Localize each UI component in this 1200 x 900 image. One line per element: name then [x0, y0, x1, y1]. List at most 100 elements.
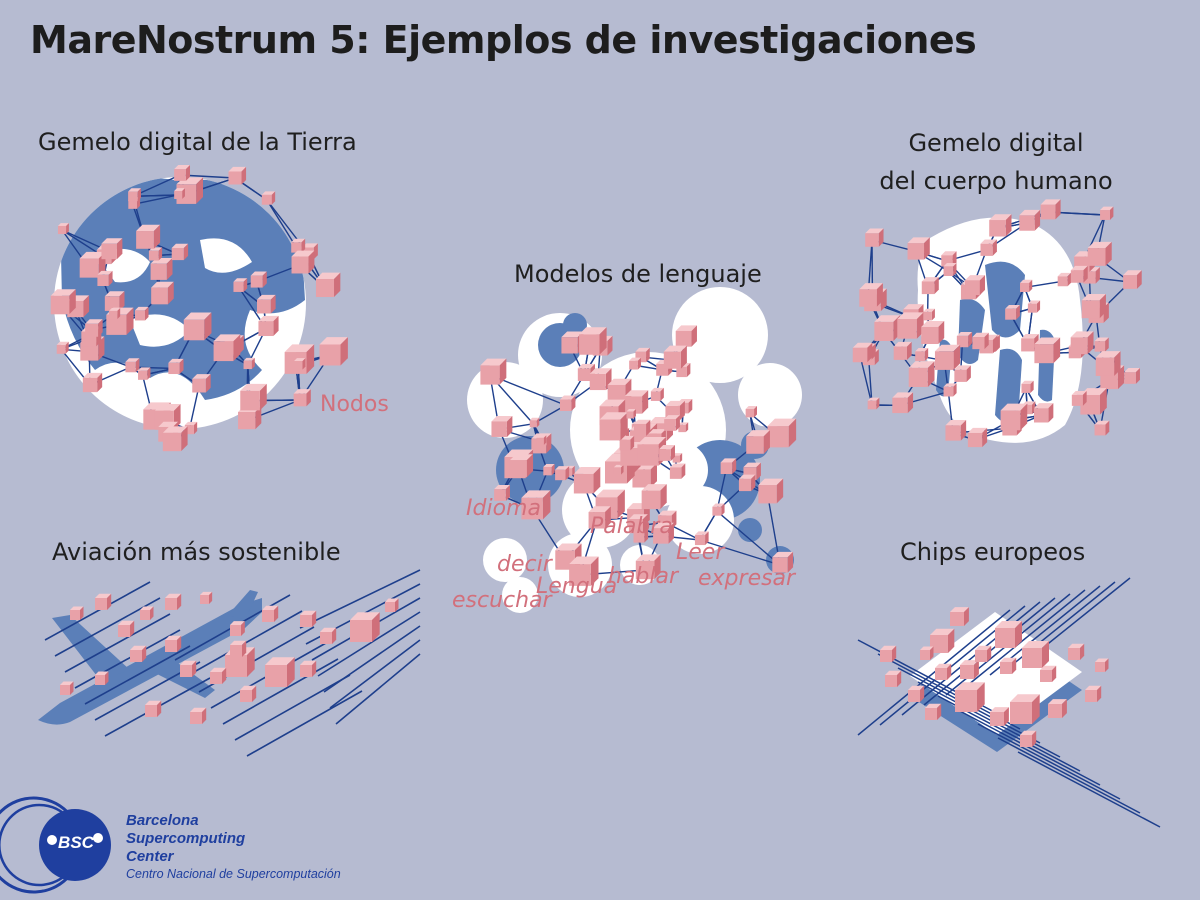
node-cube: [1123, 270, 1142, 289]
chips-label: Chips europeos: [900, 538, 1086, 566]
node-cube: [240, 383, 267, 411]
node-cube: [138, 367, 151, 380]
node-cube: [555, 466, 570, 481]
node-cube: [694, 531, 709, 546]
node-cube: [509, 454, 533, 478]
node-cube: [82, 372, 103, 393]
language-models-label: Modelos de lenguaje: [514, 260, 762, 288]
node-cube: [599, 412, 628, 441]
flow-line: [299, 569, 421, 629]
node-cube: [108, 307, 121, 320]
node-cube: [628, 514, 648, 534]
node-cube: [284, 344, 315, 374]
network-link: [859, 354, 873, 406]
node-cube: [125, 358, 140, 373]
cluster-blob: [483, 538, 527, 582]
node-cube: [746, 430, 770, 454]
aviation-label: Aviación más sostenible: [52, 538, 341, 566]
node-cube: [230, 621, 245, 636]
node-cube: [990, 707, 1009, 726]
network-link: [716, 510, 781, 566]
node-cube: [293, 358, 306, 370]
node-cube: [908, 361, 935, 387]
node-cube: [95, 671, 109, 685]
node-cube: [633, 419, 651, 437]
node-cube: [128, 188, 141, 202]
network-link: [132, 194, 179, 206]
logo-subtitle: Centro Nacional de Supercomputación: [126, 867, 341, 881]
grid-line: [1017, 751, 1161, 828]
node-cube: [880, 645, 897, 662]
node-cube: [921, 277, 939, 295]
node-cube: [262, 605, 279, 622]
chip-nodes: [880, 607, 1109, 747]
node-cube: [1095, 658, 1109, 672]
flow-line: [84, 645, 191, 705]
node-cube: [1070, 265, 1088, 283]
node-cube: [300, 660, 317, 677]
node-cube: [980, 239, 997, 256]
node-cube: [494, 485, 510, 501]
node-cube: [893, 341, 912, 360]
grid-line: [857, 609, 1011, 736]
node-cube: [250, 271, 267, 288]
node-cube: [650, 387, 664, 401]
page-title: MareNostrum 5: Ejemplos de investigacion…: [30, 18, 977, 62]
node-cube: [190, 707, 207, 724]
node-cube: [1021, 380, 1034, 393]
word-decir: decir: [497, 552, 552, 577]
node-cube: [1085, 685, 1102, 702]
node-cube: [712, 503, 725, 516]
node-cube: [183, 312, 212, 341]
node-cube: [659, 445, 675, 461]
grid-line: [997, 737, 1141, 814]
cluster-blob: [738, 363, 802, 427]
node-cube: [960, 660, 979, 679]
node-cube: [1020, 279, 1033, 292]
node-cube: [1005, 304, 1020, 320]
node-cube: [1034, 403, 1054, 423]
node-cube: [101, 238, 123, 260]
node-cube: [315, 272, 341, 298]
earth-network-nodes: [50, 165, 348, 452]
word-hablar: hablar: [608, 564, 679, 589]
node-cube: [165, 593, 182, 610]
node-cube: [70, 606, 84, 620]
node-cube: [1010, 694, 1040, 724]
node-cube: [745, 406, 757, 418]
node-cube: [915, 348, 929, 361]
flow-line: [222, 658, 339, 725]
organization-logo-text: Barcelona Supercomputing Center Centro N…: [126, 812, 341, 883]
node-cube: [50, 289, 76, 315]
node-cube: [767, 418, 797, 448]
node-cube: [569, 556, 599, 586]
node-cube: [954, 365, 971, 382]
node-cube: [521, 490, 551, 520]
network-link: [699, 539, 781, 566]
node-cube: [240, 685, 257, 702]
body-twin-label-line2: del cuerpo humano: [879, 167, 1113, 195]
node-cube: [629, 357, 642, 370]
node-cube: [885, 670, 902, 687]
body-twin-label-line1: Gemelo digital: [908, 129, 1084, 157]
node-cube: [319, 337, 348, 366]
node-cube: [626, 409, 636, 419]
node-cube: [995, 621, 1022, 648]
node-cube: [925, 703, 942, 720]
cluster-blob: [563, 313, 587, 337]
node-cube: [60, 681, 74, 695]
node-cube: [261, 191, 276, 205]
node-cube: [243, 357, 255, 370]
node-cube: [136, 224, 161, 249]
node-cube: [738, 474, 756, 492]
node-cube: [162, 426, 188, 452]
flow-line: [64, 613, 171, 673]
node-cube: [291, 238, 306, 253]
flow-line: [317, 611, 421, 677]
node-cube: [529, 417, 540, 428]
node-cube: [897, 312, 924, 339]
grid-line: [977, 723, 1121, 800]
flow-line: [335, 653, 421, 725]
node-cube: [965, 275, 986, 296]
node-cube: [967, 427, 988, 448]
